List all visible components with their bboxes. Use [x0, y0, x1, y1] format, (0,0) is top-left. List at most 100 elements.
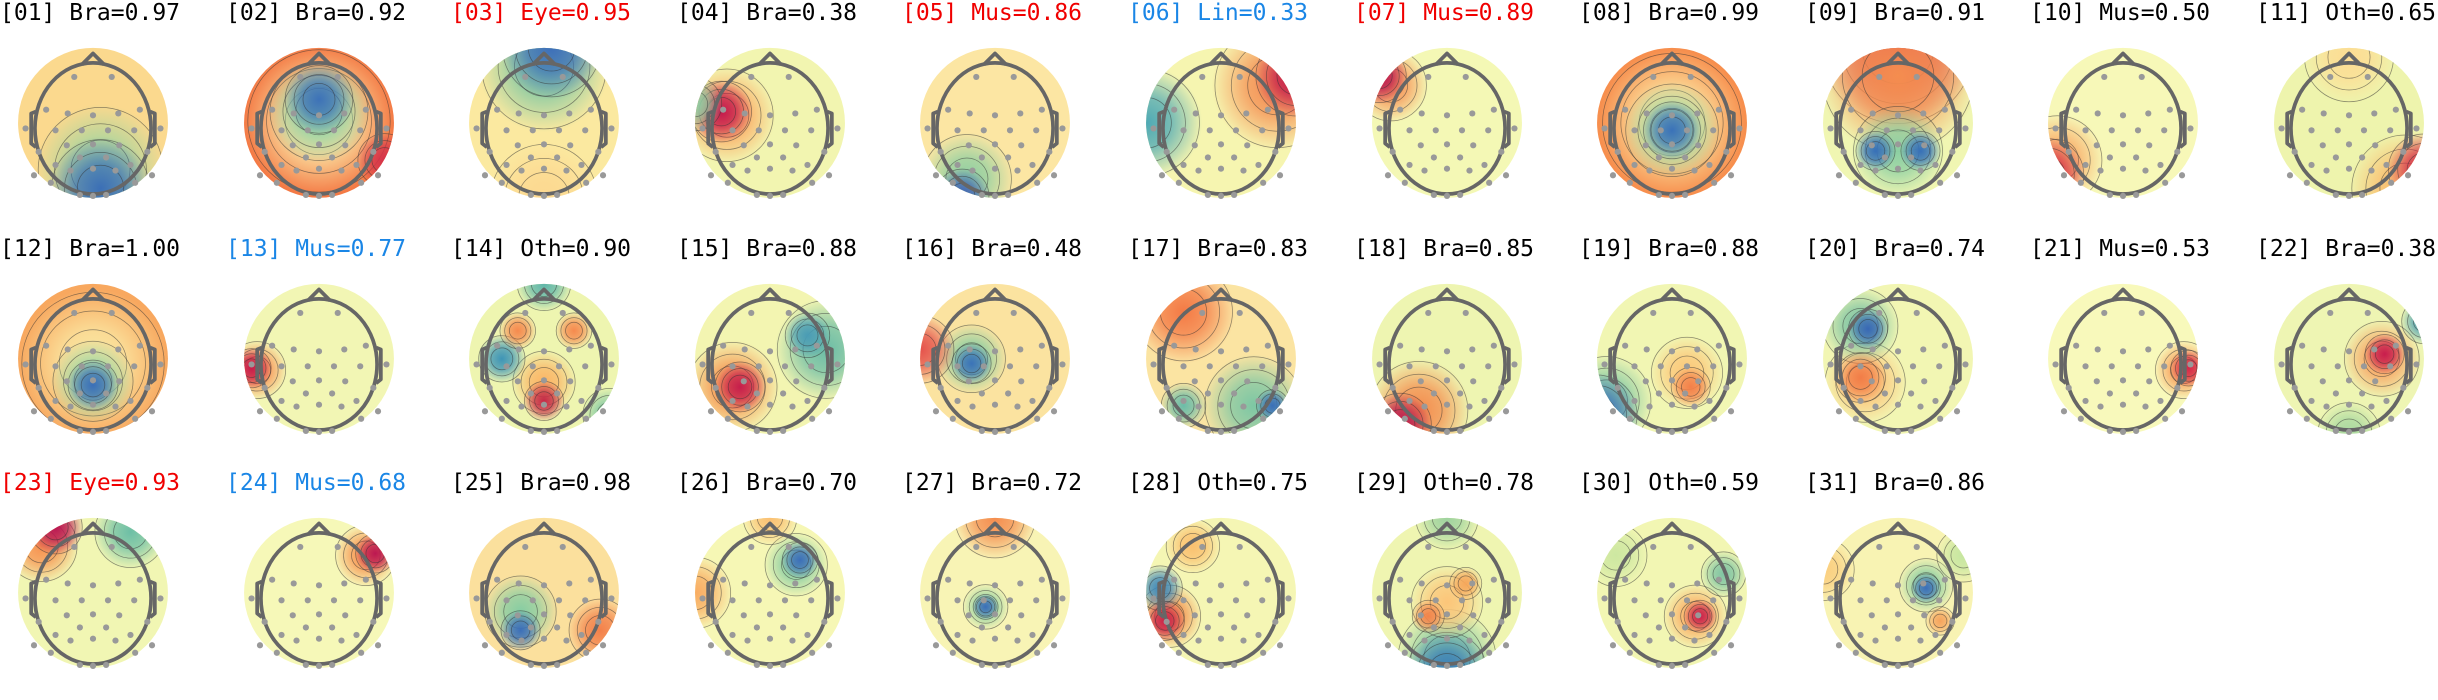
- electrode-dots: [1827, 309, 1969, 435]
- nose-icon: [1885, 287, 1911, 303]
- right-ear-icon: [148, 345, 157, 385]
- electrode-dots: [699, 73, 841, 199]
- scalp-topomap: [18, 283, 168, 435]
- electrode-dots: [1376, 73, 1518, 199]
- component-cell: [12] Bra=1.00: [0, 236, 225, 466]
- component-label: [30] Oth=0.59: [1579, 470, 1760, 496]
- component-cell: [20] Bra=0.74: [1805, 236, 2030, 466]
- component-label: [12] Bra=1.00: [0, 236, 181, 262]
- right-ear-icon: [825, 345, 834, 385]
- right-ear-icon: [2404, 345, 2413, 385]
- component-label: [08] Bra=0.99: [1579, 0, 1760, 26]
- scalp-topomap: [920, 517, 1070, 669]
- component-cell: [01] Bra=0.97: [0, 0, 225, 230]
- electrode-dots: [473, 73, 615, 199]
- right-ear-icon: [374, 579, 383, 619]
- component-label: [21] Mus=0.53: [2030, 236, 2211, 262]
- right-ear-icon: [1502, 109, 1511, 149]
- left-ear-icon: [255, 579, 264, 619]
- component-label: [19] Bra=0.88: [1579, 236, 1760, 262]
- component-cell: [11] Oth=0.65: [2256, 0, 2438, 230]
- component-label: [27] Bra=0.72: [902, 470, 1083, 496]
- component-label: [28] Oth=0.75: [1128, 470, 1309, 496]
- right-ear-icon: [1050, 109, 1059, 149]
- nose-icon: [1434, 51, 1460, 67]
- scalp-topomap: [695, 283, 845, 435]
- component-cell: [30] Oth=0.59: [1579, 470, 1804, 700]
- nose-icon: [80, 287, 106, 303]
- component-cell: [03] Eye=0.95: [451, 0, 676, 230]
- activation-field: [695, 517, 845, 668]
- scalp-topomap: [1823, 47, 1973, 199]
- electrode-dots: [924, 309, 1066, 435]
- scalp-topomap: [2274, 283, 2424, 435]
- right-ear-icon: [1276, 109, 1285, 149]
- scalp-topomap: [244, 283, 394, 435]
- scalp-topomap: [2274, 47, 2424, 199]
- nose-icon: [1434, 287, 1460, 303]
- left-ear-icon: [1608, 109, 1617, 149]
- nose-icon: [531, 521, 557, 537]
- component-cell: [08] Bra=0.99: [1579, 0, 1804, 230]
- left-ear-icon: [931, 579, 940, 619]
- nose-icon: [1659, 287, 1685, 303]
- nose-icon: [1659, 51, 1685, 67]
- right-ear-icon: [599, 109, 608, 149]
- electrode-dots: [1150, 543, 1292, 669]
- electrode-dots: [2278, 309, 2420, 435]
- right-ear-icon: [1727, 579, 1736, 619]
- activation-field: [1823, 47, 1973, 198]
- scalp-topomap: [1372, 283, 1522, 435]
- left-ear-icon: [1608, 579, 1617, 619]
- scalp-topomap: [2048, 283, 2198, 435]
- left-ear-icon: [255, 109, 264, 149]
- left-ear-icon: [1834, 109, 1843, 149]
- electrode-dots: [2052, 309, 2194, 435]
- scalp-topomap: [1597, 47, 1747, 199]
- component-label: [23] Eye=0.93: [0, 470, 181, 496]
- component-cell: [26] Bra=0.70: [677, 470, 902, 700]
- nose-icon: [531, 51, 557, 67]
- nose-icon: [982, 51, 1008, 67]
- component-cell: [18] Bra=0.85: [1354, 236, 1579, 466]
- component-cell: [28] Oth=0.75: [1128, 470, 1353, 700]
- electrode-dots: [1150, 73, 1292, 199]
- scalp-topomap: [2048, 47, 2198, 199]
- electrode-dots: [2052, 73, 2194, 199]
- component-cell: [10] Mus=0.50: [2030, 0, 2255, 230]
- activation-field: [1372, 47, 1522, 198]
- right-ear-icon: [599, 345, 608, 385]
- right-ear-icon: [825, 109, 834, 149]
- left-ear-icon: [706, 345, 715, 385]
- right-ear-icon: [1276, 345, 1285, 385]
- component-cell: [04] Bra=0.38: [677, 0, 902, 230]
- component-cell: [31] Bra=0.86: [1805, 470, 2030, 700]
- scalp-topomap: [1146, 517, 1296, 669]
- electrode-dots: [248, 73, 390, 199]
- activation-field: [2274, 283, 2424, 434]
- right-ear-icon: [374, 345, 383, 385]
- scalp-topomap: [1372, 517, 1522, 669]
- left-ear-icon: [1157, 579, 1166, 619]
- electrode-dots: [22, 73, 164, 199]
- electrode-dots: [1827, 73, 1969, 199]
- nose-icon: [2336, 287, 2362, 303]
- component-label: [20] Bra=0.74: [1805, 236, 1986, 262]
- activation-field: [1823, 283, 1973, 434]
- left-ear-icon: [480, 109, 489, 149]
- activation-field: [1597, 47, 1747, 198]
- component-label: [25] Bra=0.98: [451, 470, 632, 496]
- component-label: [14] Oth=0.90: [451, 236, 632, 262]
- component-cell: [17] Bra=0.83: [1128, 236, 1353, 466]
- right-ear-icon: [1727, 109, 1736, 149]
- right-ear-icon: [1050, 579, 1059, 619]
- electrode-dots: [22, 309, 164, 435]
- right-ear-icon: [825, 579, 834, 619]
- right-ear-icon: [1953, 345, 1962, 385]
- nose-icon: [2110, 287, 2136, 303]
- component-cell: [19] Bra=0.88: [1579, 236, 1804, 466]
- component-cell: [14] Oth=0.90: [451, 236, 676, 466]
- scalp-topomap: [1597, 517, 1747, 669]
- component-label: [09] Bra=0.91: [1805, 0, 1986, 26]
- nose-icon: [757, 287, 783, 303]
